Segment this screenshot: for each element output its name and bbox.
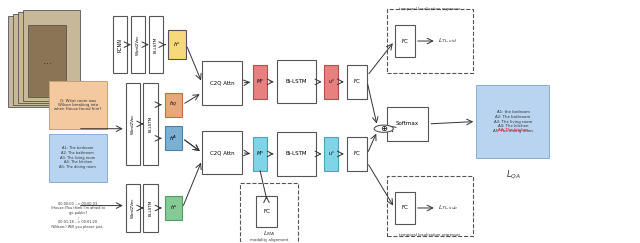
Text: Bi-LSTM: Bi-LSTM bbox=[154, 36, 157, 53]
Text: Word2Vec: Word2Vec bbox=[136, 34, 140, 55]
Text: $L_{MA}$: $L_{MA}$ bbox=[263, 229, 275, 238]
Text: FC: FC bbox=[263, 209, 270, 214]
Text: Word2Vec: Word2Vec bbox=[131, 114, 134, 134]
FancyBboxPatch shape bbox=[347, 137, 367, 171]
FancyBboxPatch shape bbox=[324, 65, 339, 99]
FancyBboxPatch shape bbox=[202, 131, 242, 174]
FancyBboxPatch shape bbox=[125, 83, 140, 165]
Text: $\oplus$: $\oplus$ bbox=[380, 124, 388, 133]
Text: modality alignment: modality alignment bbox=[250, 238, 288, 242]
Text: 00:00:00 --> 00:00:03
(House:)You think I'm afraid to
go public?
⋮
00:01:18 --> : 00:00:00 --> 00:00:03 (House:)You think … bbox=[51, 202, 105, 229]
FancyBboxPatch shape bbox=[202, 61, 242, 105]
FancyBboxPatch shape bbox=[253, 65, 267, 99]
Text: $h^A$: $h^A$ bbox=[170, 134, 177, 143]
Text: FC: FC bbox=[353, 79, 360, 84]
FancyBboxPatch shape bbox=[164, 93, 182, 117]
FancyBboxPatch shape bbox=[164, 126, 182, 150]
Circle shape bbox=[374, 125, 394, 132]
Text: C2Q Attn: C2Q Attn bbox=[209, 81, 234, 86]
Text: Bi-LSTM: Bi-LSTM bbox=[285, 151, 307, 156]
FancyBboxPatch shape bbox=[168, 30, 186, 59]
FancyBboxPatch shape bbox=[143, 184, 157, 232]
FancyBboxPatch shape bbox=[143, 83, 157, 165]
Text: temporal localization regressor: temporal localization regressor bbox=[399, 233, 460, 237]
FancyBboxPatch shape bbox=[13, 14, 70, 105]
Text: Bi-LSTM: Bi-LSTM bbox=[148, 116, 152, 132]
FancyBboxPatch shape bbox=[148, 16, 163, 73]
Text: Q: What room was
Wilson breaking into
when House found him?: Q: What room was Wilson breaking into wh… bbox=[54, 98, 102, 111]
FancyBboxPatch shape bbox=[8, 16, 65, 107]
Text: $u^v$: $u^v$ bbox=[328, 78, 335, 86]
Text: Bi-LSTM: Bi-LSTM bbox=[285, 79, 307, 84]
FancyBboxPatch shape bbox=[113, 16, 127, 73]
FancyBboxPatch shape bbox=[49, 81, 106, 129]
Text: Word2Vec: Word2Vec bbox=[131, 198, 134, 218]
Text: FC: FC bbox=[401, 206, 408, 210]
FancyBboxPatch shape bbox=[476, 86, 549, 157]
Text: $h^v$: $h^v$ bbox=[173, 41, 181, 49]
FancyBboxPatch shape bbox=[28, 26, 67, 97]
Bar bbox=[387, 175, 473, 236]
Bar bbox=[387, 9, 473, 73]
FancyBboxPatch shape bbox=[23, 10, 81, 101]
Text: A1: The bedroom
A2: The bathroom
A3: The living room
A4: The kitchen
A5: The din: A1: The bedroom A2: The bathroom A3: The… bbox=[60, 146, 96, 169]
Text: temporal localization regressor: temporal localization regressor bbox=[399, 7, 460, 11]
Text: $h_Q$: $h_Q$ bbox=[169, 100, 178, 109]
Bar bbox=[241, 183, 298, 242]
Text: Softmax: Softmax bbox=[396, 122, 419, 126]
Text: A4: The kitchen: A4: The kitchen bbox=[498, 128, 529, 132]
FancyBboxPatch shape bbox=[256, 196, 276, 227]
FancyBboxPatch shape bbox=[18, 12, 76, 103]
Text: $u^s$: $u^s$ bbox=[328, 150, 335, 158]
FancyBboxPatch shape bbox=[131, 16, 145, 73]
Text: C2Q Attn: C2Q Attn bbox=[209, 150, 234, 155]
FancyBboxPatch shape bbox=[125, 184, 140, 232]
Text: $L_{QA}$: $L_{QA}$ bbox=[506, 168, 520, 181]
Text: A1: the bedroom
A2: The bathroom
A3: The living room
A4: The kitchen
A5: The din: A1: the bedroom A2: The bathroom A3: The… bbox=[493, 110, 533, 133]
Text: $M^s$: $M^s$ bbox=[256, 150, 264, 158]
Text: $L_{TL,vid}$: $L_{TL,vid}$ bbox=[438, 37, 458, 45]
Text: $L_{TL,sub}$: $L_{TL,sub}$ bbox=[438, 204, 458, 212]
Text: $M^v$: $M^v$ bbox=[256, 78, 264, 86]
Text: Bi-LSTM: Bi-LSTM bbox=[148, 200, 152, 216]
Text: ...: ... bbox=[43, 56, 52, 66]
FancyBboxPatch shape bbox=[394, 192, 415, 224]
Text: FC: FC bbox=[353, 151, 360, 156]
FancyBboxPatch shape bbox=[276, 132, 316, 175]
FancyBboxPatch shape bbox=[49, 133, 106, 182]
Text: $h^s$: $h^s$ bbox=[170, 204, 177, 212]
FancyBboxPatch shape bbox=[324, 137, 339, 171]
FancyBboxPatch shape bbox=[276, 60, 316, 104]
FancyBboxPatch shape bbox=[394, 26, 415, 57]
Text: RCNN: RCNN bbox=[117, 38, 122, 52]
FancyBboxPatch shape bbox=[387, 107, 428, 141]
FancyBboxPatch shape bbox=[164, 196, 182, 220]
FancyBboxPatch shape bbox=[347, 65, 367, 99]
Text: FC: FC bbox=[401, 39, 408, 43]
FancyBboxPatch shape bbox=[253, 137, 267, 171]
